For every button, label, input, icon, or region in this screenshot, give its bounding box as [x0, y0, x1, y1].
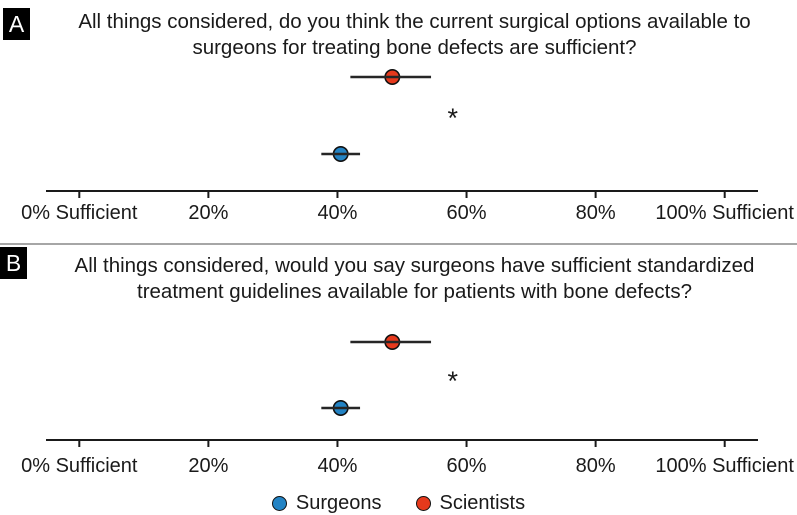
legend-label-scientists: Scientists: [439, 491, 526, 514]
scientists-dot-icon: [415, 495, 431, 511]
panel-b-label: B: [0, 247, 27, 279]
x-tick-label: 40%: [317, 455, 357, 477]
x-tick-label: 100% Sufficient: [655, 455, 794, 477]
significance-asterisk: *: [447, 103, 458, 133]
surgeons-dot-icon: [271, 495, 287, 511]
legend-item-surgeons: Surgeons: [271, 491, 382, 515]
panel-a-label: A: [3, 8, 30, 40]
panel-b-title-line1: All things considered, would you say sur…: [74, 254, 755, 277]
x-tick-label: 0% Sufficient: [21, 202, 138, 224]
x-tick-label: 20%: [188, 202, 228, 224]
x-tick-label: 80%: [576, 455, 616, 477]
panel-b-plot: 0% Sufficient 20% 40% 60% 80% 100% Sufficient…: [21, 333, 794, 477]
legend: Surgeons Scientists: [0, 491, 797, 515]
x-tick-label: 60%: [447, 202, 487, 224]
x-tick-label: 40%: [317, 202, 357, 224]
panel-a-plot: 0% Sufficient 20% 40% 60% 80% 100% Sufficient…: [21, 69, 794, 224]
legend-item-scientists: Scientists: [415, 491, 526, 515]
panel-a-title-line2: surgeons for treating bone defects are s…: [192, 36, 637, 59]
significance-asterisk: *: [447, 366, 458, 396]
legend-label-surgeons: Surgeons: [295, 491, 382, 514]
x-tick-label: 20%: [188, 455, 228, 477]
panel-b-title: All things considered, would you say sur…: [34, 253, 795, 305]
x-tick-label: 60%: [447, 455, 487, 477]
x-tick-label: 0% Sufficient: [21, 455, 138, 477]
panel-b-title-line2: treatment guidelines available for patie…: [137, 280, 692, 303]
x-tick-label: 80%: [576, 202, 616, 224]
x-tick-label: 100% Sufficient: [655, 202, 794, 224]
panel-a-title-line1: All things considered, do you think the …: [78, 10, 751, 33]
panel-a-title: All things considered, do you think the …: [34, 9, 795, 61]
panel-divider: [0, 243, 797, 245]
